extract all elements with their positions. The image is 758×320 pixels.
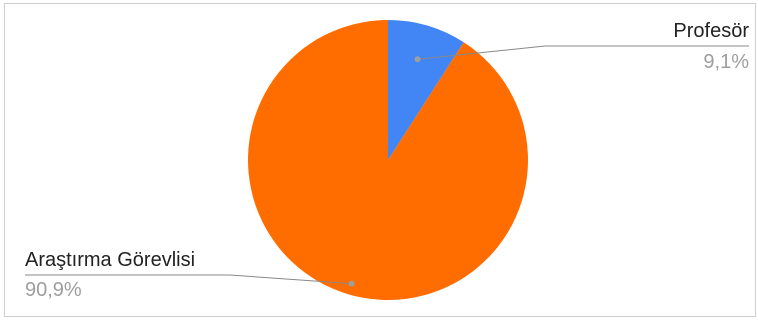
leader-dot-0 (415, 56, 421, 62)
slice-label-arastirma-gorevlisi: Araştırma Görevlisi (25, 249, 195, 271)
slice-value-arastirma-gorevlisi: 90,9% (25, 279, 82, 301)
leader-dot-1 (349, 281, 355, 287)
slices-layer (248, 20, 528, 300)
slice-value-profesor: 9,1% (703, 51, 749, 73)
slice-label-profesor: Profesör (673, 20, 749, 42)
pie-slice-1[interactable] (248, 20, 528, 300)
